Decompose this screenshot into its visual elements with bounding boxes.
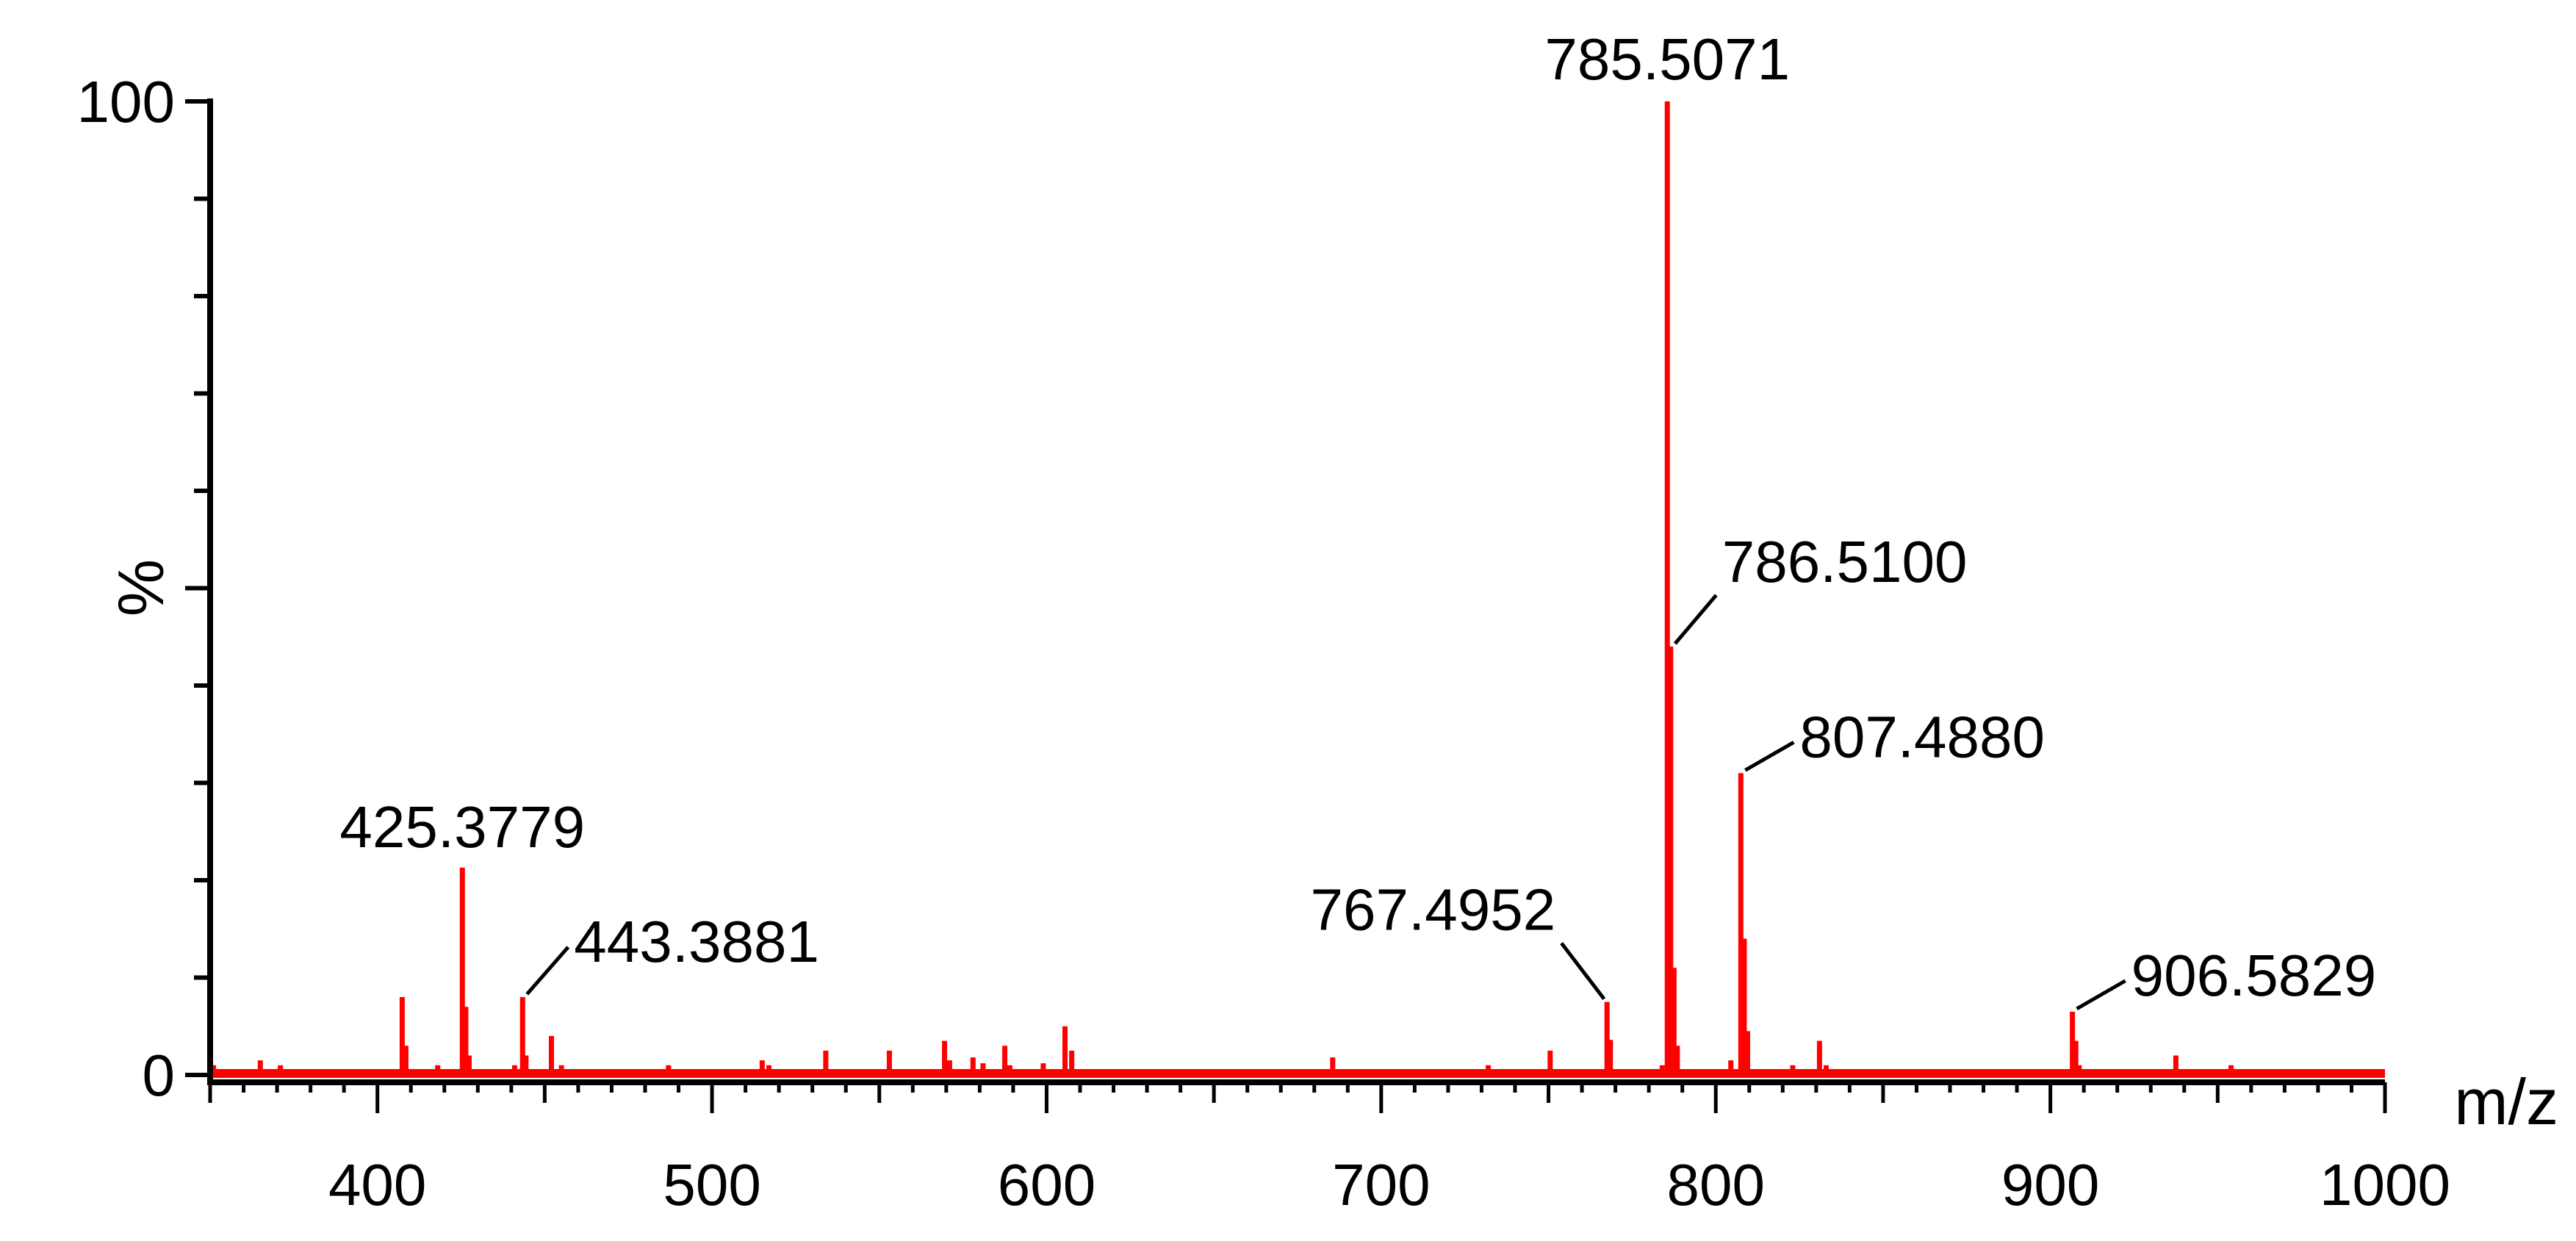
peak-label: 785.5071 xyxy=(1544,26,1790,92)
peak-leader-line xyxy=(1560,942,1606,1001)
peak-bars xyxy=(211,101,2234,1075)
labels: 400 500 600 700 800 900 1000 0 100 m/z% 425.3779 44… xyxy=(77,26,2558,1217)
peak-leader-line xyxy=(1673,594,1718,645)
peak-label: 786.5100 xyxy=(1722,529,1968,594)
y-axis-label: % xyxy=(104,559,177,616)
peak-leader-line xyxy=(525,946,570,996)
y-tick-label: 100 xyxy=(77,69,175,134)
peak-leader-line xyxy=(1744,741,1795,772)
x-tick-label: 700 xyxy=(1332,1152,1430,1217)
peak-label: 767.4952 xyxy=(1311,877,1556,943)
x-tick-label: 600 xyxy=(998,1152,1095,1217)
axes xyxy=(185,98,2387,1113)
peak-label: 425.3779 xyxy=(339,794,585,860)
x-tick-label: 800 xyxy=(1666,1152,1764,1217)
peak-leader-line xyxy=(2076,979,2126,1011)
x-tick-label: 500 xyxy=(663,1152,760,1217)
peak-label: 807.4880 xyxy=(1799,704,2045,769)
y-tick-label: 0 xyxy=(143,1043,176,1108)
peak-label: 906.5829 xyxy=(2131,943,2377,1008)
x-tick-label: 400 xyxy=(328,1152,426,1217)
peak-leader-lines xyxy=(525,594,2126,1011)
peak-label: 443.3881 xyxy=(574,909,819,974)
x-axis-label: m/z xyxy=(2454,1065,2558,1138)
x-tick-label: 1000 xyxy=(2320,1152,2450,1217)
x-tick-label: 900 xyxy=(2001,1152,2099,1217)
